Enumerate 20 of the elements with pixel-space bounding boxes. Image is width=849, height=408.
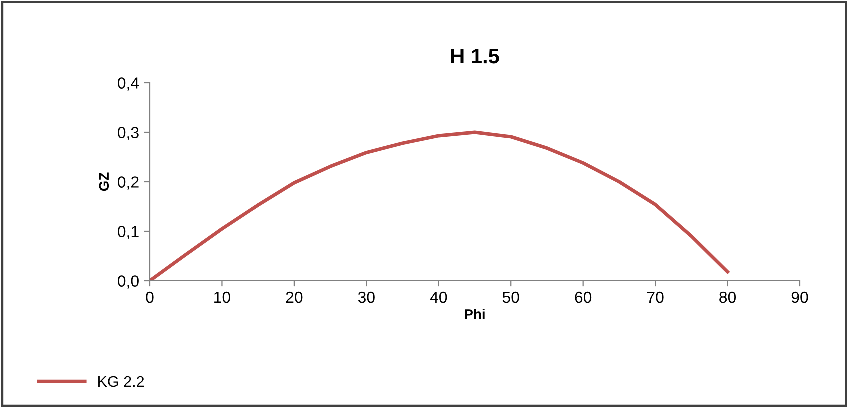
y-tick-label: 0,1 [118,226,139,240]
x-tick-label: 10 [214,292,230,304]
x-tick-label: 30 [358,292,375,304]
x-tick-label: 90 [792,292,808,304]
y-tick-label: 0,3 [118,127,139,140]
y-tick-label: 0,0 [118,276,139,289]
x-tick-label: 80 [720,292,736,304]
x-tick-label: 20 [286,292,303,304]
x-tick-label: 50 [502,292,520,304]
y-tick-label: 0,4 [118,78,140,91]
x-tick-label: 60 [575,292,592,304]
x-tick-label: 0 [146,292,154,304]
chart-title: H 1.5 [451,49,500,64]
line-series [150,130,730,281]
x-tick-label: 40 [430,292,448,304]
y-axis-title: GZ [99,172,110,192]
legend-label: KG 2.2 [98,376,144,388]
x-axis-title: Phi [465,309,485,320]
x-tick-label: 70 [647,292,664,304]
y-tick-label: 0,2 [118,176,139,190]
